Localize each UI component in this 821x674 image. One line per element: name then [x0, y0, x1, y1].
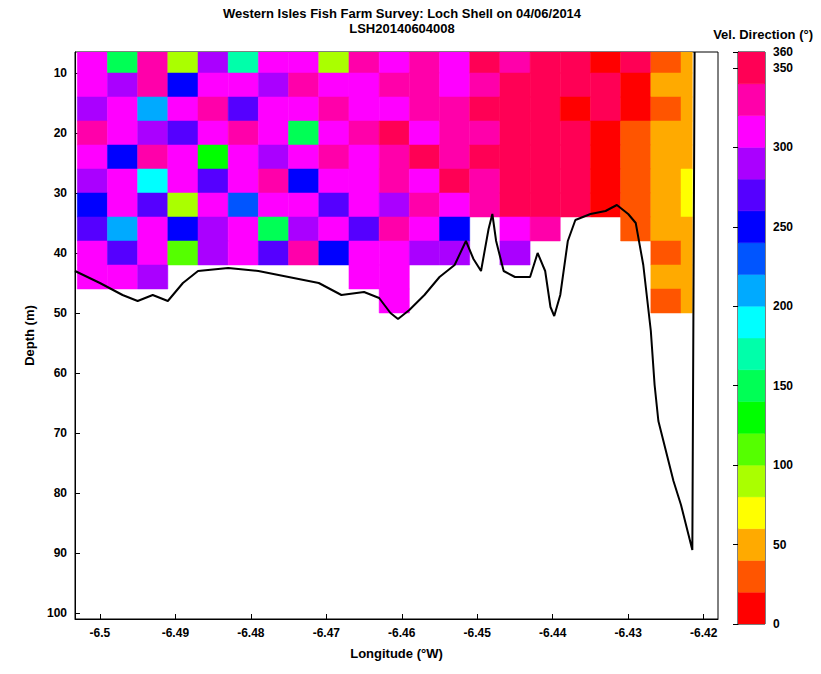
svg-text:Vel. Direction (°): Vel. Direction (°): [713, 27, 813, 42]
svg-text:30: 30: [54, 186, 68, 200]
svg-text:200: 200: [773, 299, 793, 313]
svg-text:100: 100: [47, 606, 67, 620]
svg-text:50: 50: [773, 538, 787, 552]
svg-text:10: 10: [54, 66, 68, 80]
svg-text:-6.47: -6.47: [313, 626, 341, 640]
svg-text:Longitude (°W): Longitude (°W): [350, 646, 443, 661]
svg-text:-6.46: -6.46: [388, 626, 416, 640]
svg-text:90: 90: [54, 546, 68, 560]
svg-text:20: 20: [54, 126, 68, 140]
svg-text:40: 40: [54, 246, 68, 260]
svg-text:-6.45: -6.45: [464, 626, 492, 640]
svg-text:50: 50: [54, 306, 68, 320]
svg-text:Western Isles Fish Farm Survey: Western Isles Fish Farm Survey: Loch She…: [223, 6, 582, 21]
svg-text:300: 300: [773, 140, 793, 154]
svg-text:0: 0: [773, 617, 780, 631]
svg-text:Depth (m): Depth (m): [22, 305, 37, 366]
svg-text:-6.44: -6.44: [539, 626, 567, 640]
svg-text:100: 100: [773, 458, 793, 472]
svg-text:-6.5: -6.5: [90, 626, 111, 640]
svg-text:70: 70: [54, 426, 68, 440]
svg-text:-6.49: -6.49: [162, 626, 190, 640]
svg-text:-6.43: -6.43: [615, 626, 643, 640]
svg-text:360: 360: [773, 45, 793, 59]
svg-text:80: 80: [54, 486, 68, 500]
svg-text:60: 60: [54, 366, 68, 380]
svg-text:350: 350: [773, 61, 793, 75]
svg-text:250: 250: [773, 220, 793, 234]
svg-text:-6.48: -6.48: [237, 626, 265, 640]
svg-text:150: 150: [773, 379, 793, 393]
svg-text:LSH20140604008: LSH20140604008: [349, 21, 455, 36]
svg-text:-6.42: -6.42: [690, 626, 718, 640]
